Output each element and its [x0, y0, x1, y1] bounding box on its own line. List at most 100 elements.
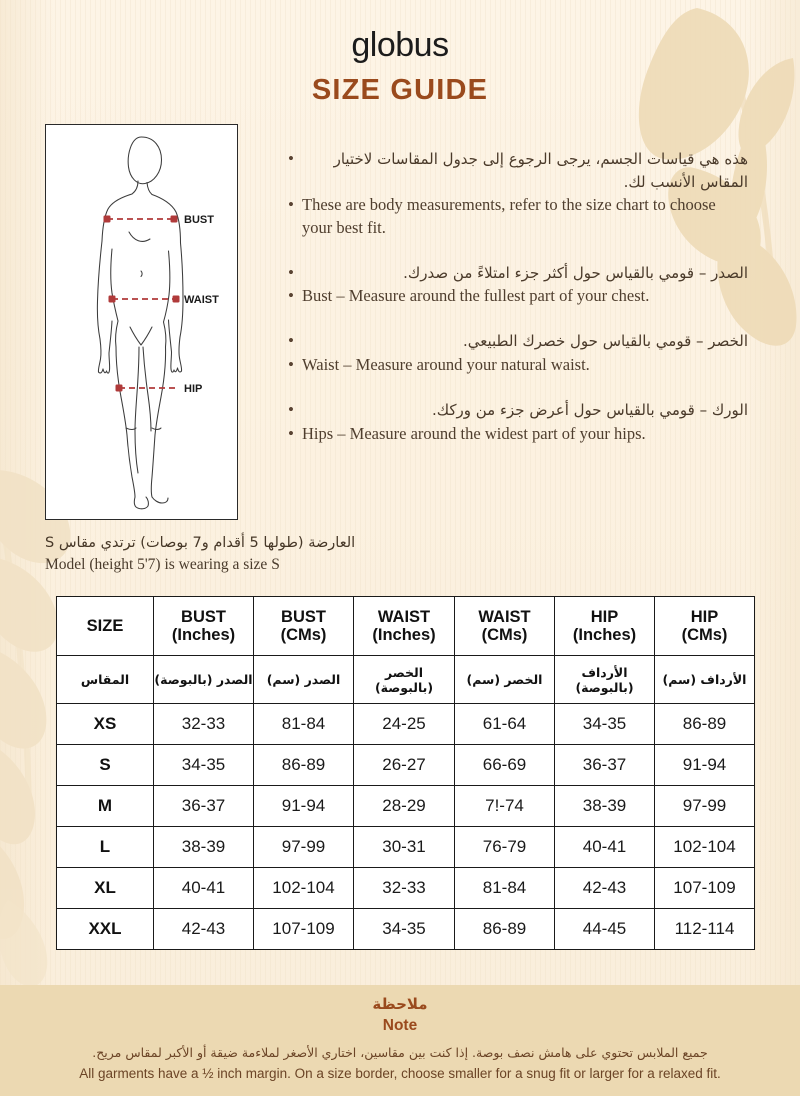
cell-bust-inches: 34-35: [153, 744, 254, 786]
instruction-hips-ar: الورك – قومي بالقياس حول أعرض جزء من ورك…: [431, 401, 748, 420]
col-header-waist-inches-l2: (Inches): [372, 626, 436, 644]
cell-waist-cms: 76-79: [454, 826, 555, 868]
cell-bust-inches: 38-39: [153, 826, 254, 868]
bust-label: BUST: [184, 214, 214, 226]
col-header-hip-cms-l1: HIP: [690, 607, 719, 626]
female-body-illustration: BUST WAIST HIP: [96, 136, 219, 510]
size-chart-table: SIZE BUST (Inches) BUST (CMs) WAIST (Inc…: [56, 596, 755, 950]
cell-waist-cms: 66-69: [454, 744, 555, 786]
cell-waist-inches: 34-35: [353, 908, 455, 950]
model-caption-en: Model (height 5'7) is wearing a size S: [45, 556, 280, 574]
cell-bust-cms: 86-89: [253, 744, 354, 786]
cell-waist-cms: 81-84: [454, 867, 555, 909]
model-caption-ar: العارضة (طولها 5 أقدام و7 بوصات) ترتدي م…: [45, 535, 356, 551]
cell-bust-inches: 32-33: [153, 703, 254, 745]
col-header-hip-inches-l1: HIP: [590, 607, 619, 626]
note-title-en: Note: [382, 1016, 418, 1034]
instruction-row-ar: • الورك – قومي بالقياس حول أعرض جزء من و…: [288, 399, 748, 422]
cell-waist-inches: 26-27: [353, 744, 455, 786]
instruction-group-waist: • الخصر – قومي بالقياس حول خصرك الطبيعي.…: [288, 330, 748, 377]
cell-size: M: [56, 785, 154, 827]
instruction-bust-ar: الصدر – قومي بالقياس حول أكثر جزء امتلاء…: [403, 263, 748, 282]
bullet-icon: •: [288, 424, 294, 444]
instruction-intro-ar: هذه هي قياسات الجسم، يرجى الرجوع إلى جدو…: [333, 150, 748, 191]
instruction-row-ar: • الصدر – قومي بالقياس حول أكثر جزء امتل…: [288, 262, 748, 285]
col-header-bust-cms-ar: الصدر (سم): [253, 655, 354, 704]
note-band: [0, 985, 800, 1096]
bullet-icon: •: [288, 355, 294, 375]
table-row: XS 32-33 81-84 24-25 61-64 34-35 86-89: [56, 703, 755, 745]
col-header-hip-inches-ar: الأرداف (بالبوصة): [554, 655, 655, 704]
cell-hip-cms: 86-89: [654, 703, 755, 745]
cell-size: XL: [56, 867, 154, 909]
table-header-row-en: SIZE BUST (Inches) BUST (CMs) WAIST (Inc…: [56, 596, 755, 656]
col-header-bust-inches-l2: (Inches): [171, 626, 236, 644]
body-measurement-figure: BUST WAIST HIP: [45, 124, 238, 520]
note-body-ar: جميع الملابس تحتوي على هامش نصف بوصة. إذ…: [92, 1045, 708, 1061]
hip-label: HIP: [184, 383, 202, 395]
model-caption: العارضة (طولها 5 أقدام و7 بوصات) ترتدي م…: [45, 533, 465, 576]
note-section: ملاحظة Note جميع الملابس تحتوي على هامش …: [0, 985, 800, 1096]
table-row: S 34-35 86-89 26-27 66-69 36-37 91-94: [56, 744, 755, 786]
cell-hip-cms: 107-109: [654, 867, 755, 909]
col-header-hip-cms-ar: الأرداف (سم): [654, 655, 755, 704]
note-title-ar: ملاحظة: [372, 995, 428, 1013]
cell-bust-cms: 107-109: [253, 908, 354, 950]
table-row: L 38-39 97-99 30-31 76-79 40-41 102-104: [56, 826, 755, 868]
instruction-group-bust: • الصدر – قومي بالقياس حول أكثر جزء امتل…: [288, 262, 748, 309]
instruction-waist-ar: الخصر – قومي بالقياس حول خصرك الطبيعي.: [462, 332, 748, 351]
instruction-waist-en: Waist – Measure around your natural wais…: [302, 355, 590, 375]
cell-hip-cms: 97-99: [654, 785, 755, 827]
col-header-waist-cms-l1: WAIST: [478, 607, 531, 626]
col-header-bust-inches: BUST (Inches): [153, 596, 254, 656]
cell-hip-inches: 36-37: [554, 744, 655, 786]
instruction-hips-en: Hips – Measure around the widest part of…: [302, 424, 646, 444]
cell-bust-cms: 102-104: [253, 867, 354, 909]
cell-waist-cms: 61-64: [454, 703, 555, 745]
instruction-intro-en: These are body measurements, refer to th…: [302, 195, 716, 237]
col-header-waist-cms: WAIST (CMs): [454, 596, 555, 656]
cell-size: L: [56, 826, 154, 868]
bullet-icon: •: [288, 195, 294, 214]
cell-hip-inches: 34-35: [554, 703, 655, 745]
bullet-icon: •: [288, 262, 294, 282]
col-header-waist-cms-l2: (CMs): [481, 626, 528, 644]
col-header-size: SIZE: [56, 596, 154, 656]
cell-hip-inches: 44-45: [554, 908, 655, 950]
col-header-waist-inches: WAIST (Inches): [353, 596, 455, 656]
instruction-row-en: • Hips – Measure around the widest part …: [288, 423, 748, 446]
bullet-icon: •: [288, 331, 294, 351]
table-row: XL 40-41 102-104 32-33 81-84 42-43 107-1…: [56, 867, 755, 909]
measurement-lines: [107, 218, 176, 389]
col-header-hip-cms-l2: (CMs): [681, 626, 728, 644]
measurement-instructions: • هذه هي قياسات الجسم، يرجى الرجوع إلى ج…: [288, 148, 748, 447]
cell-bust-inches: 42-43: [153, 908, 254, 950]
cell-hip-inches: 38-39: [554, 785, 655, 827]
cell-waist-cms: 86-89: [454, 908, 555, 950]
table-row: XXL 42-43 107-109 34-35 86-89 44-45 112-…: [56, 908, 755, 950]
instruction-row-en: • Waist – Measure around your natural wa…: [288, 354, 748, 377]
cell-size: XS: [56, 703, 154, 745]
cell-hip-inches: 40-41: [554, 826, 655, 868]
cell-bust-inches: 36-37: [153, 785, 254, 827]
col-header-size-l1: SIZE: [86, 616, 124, 635]
bullet-icon: •: [288, 286, 294, 306]
col-header-waist-inches-l1: WAIST: [377, 607, 431, 626]
measurement-endpoints: [103, 215, 180, 392]
col-header-hip-inches-l2: (Inches): [572, 626, 637, 644]
cell-size: S: [56, 744, 154, 786]
cell-hip-cms: 112-114: [654, 908, 755, 950]
cell-bust-cms: 97-99: [253, 826, 354, 868]
cell-waist-inches: 32-33: [353, 867, 455, 909]
col-header-hip-cms: HIP (CMs): [654, 596, 755, 656]
brand-logo: globus: [351, 26, 449, 64]
instruction-row-en: • Bust – Measure around the fullest part…: [288, 285, 748, 308]
waist-label: WAIST: [184, 294, 219, 306]
col-header-bust-inches-ar: الصدر (بالبوصة): [153, 655, 254, 704]
cell-size: XXL: [56, 908, 154, 950]
col-header-bust-cms-l1: BUST: [281, 607, 326, 626]
instruction-group-hips: • الورك – قومي بالقياس حول أعرض جزء من و…: [288, 399, 748, 446]
cell-hip-inches: 42-43: [554, 867, 655, 909]
cell-bust-cms: 81-84: [253, 703, 354, 745]
col-header-hip-inches: HIP (Inches): [554, 596, 655, 656]
